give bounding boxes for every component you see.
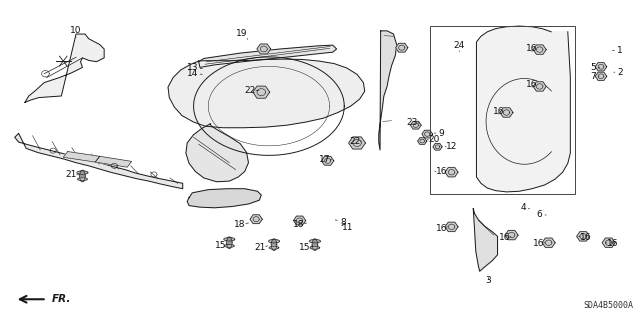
Text: 22: 22 [349,137,361,145]
Polygon shape [602,238,615,248]
Text: 1: 1 [617,46,623,55]
Text: 7: 7 [591,72,596,81]
Text: 15: 15 [215,241,227,250]
Text: 16: 16 [526,44,538,53]
Text: 19: 19 [236,29,248,38]
Text: 22: 22 [244,86,255,95]
Text: 16: 16 [436,167,447,176]
Text: 16: 16 [607,240,618,249]
Polygon shape [269,246,279,249]
Polygon shape [198,45,337,67]
Text: 16: 16 [580,233,591,242]
Text: FR.: FR. [52,293,71,304]
Polygon shape [269,240,280,243]
Polygon shape [168,59,365,128]
Polygon shape [410,121,421,129]
Text: 9: 9 [438,129,444,137]
Polygon shape [63,152,100,162]
Text: 18: 18 [234,220,245,229]
Polygon shape [271,239,276,250]
Polygon shape [445,167,458,177]
Polygon shape [417,138,427,145]
Polygon shape [379,31,397,150]
Polygon shape [577,232,589,241]
Polygon shape [80,170,85,182]
Polygon shape [25,34,104,102]
Polygon shape [505,230,518,240]
Polygon shape [533,45,546,54]
Text: 5: 5 [591,63,596,72]
Polygon shape [542,238,555,248]
Polygon shape [310,246,320,249]
Polygon shape [473,209,497,271]
Text: 2: 2 [618,68,623,77]
Text: 16: 16 [493,108,504,116]
Polygon shape [312,239,317,250]
Text: 11: 11 [342,223,354,232]
Bar [430,26,575,195]
Polygon shape [77,171,88,174]
Text: 16: 16 [499,233,511,242]
Polygon shape [396,43,408,52]
Text: 14: 14 [187,69,198,78]
Text: 23: 23 [406,118,418,128]
Text: 15: 15 [299,243,310,252]
Polygon shape [533,82,546,91]
Text: 12: 12 [446,142,457,151]
Polygon shape [595,63,607,71]
Text: 4: 4 [520,203,526,212]
Polygon shape [257,44,271,54]
Polygon shape [500,108,513,117]
Text: 13: 13 [186,63,198,72]
Polygon shape [186,124,248,182]
Text: 16: 16 [436,224,447,233]
Text: 24: 24 [454,41,465,50]
Polygon shape [433,144,442,150]
Polygon shape [445,222,458,232]
Polygon shape [227,237,232,249]
Text: 17: 17 [319,155,331,164]
Polygon shape [309,240,321,243]
Text: 21: 21 [254,243,266,252]
Text: SDA4B5000A: SDA4B5000A [583,301,633,310]
Text: 16: 16 [532,240,544,249]
Polygon shape [15,133,182,189]
Polygon shape [224,238,235,241]
Polygon shape [250,215,262,224]
Text: 20: 20 [428,135,440,144]
Polygon shape [187,189,261,208]
Text: 6: 6 [537,210,543,219]
Polygon shape [77,178,87,181]
Polygon shape [595,72,607,80]
Text: 10: 10 [70,26,82,35]
Polygon shape [253,86,269,98]
Text: 8: 8 [340,218,346,226]
Polygon shape [321,156,334,165]
Polygon shape [225,244,234,247]
Text: 21: 21 [65,170,77,179]
Polygon shape [293,216,306,225]
Polygon shape [476,26,570,192]
Text: 3: 3 [486,276,492,285]
Polygon shape [349,137,365,149]
Polygon shape [95,156,132,167]
Polygon shape [422,130,433,138]
Text: 18: 18 [292,220,304,229]
Text: 16: 16 [526,80,538,89]
